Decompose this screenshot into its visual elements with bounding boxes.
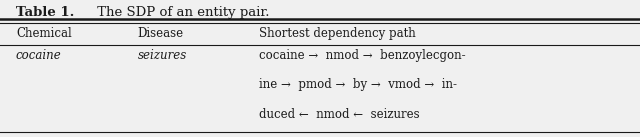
- Text: Disease: Disease: [138, 27, 184, 40]
- Text: seizures: seizures: [138, 49, 187, 62]
- Text: Shortest dependency path: Shortest dependency path: [259, 27, 416, 40]
- Text: The SDP of an entity pair.: The SDP of an entity pair.: [93, 6, 269, 19]
- Text: ine →  pmod →  by →  vmod →  in-: ine → pmod → by → vmod → in-: [259, 78, 457, 91]
- Text: Chemical: Chemical: [16, 27, 72, 40]
- Text: cocaine →  nmod →  benzoylecgon-: cocaine → nmod → benzoylecgon-: [259, 49, 466, 62]
- Text: duced ←  nmod ←  seizures: duced ← nmod ← seizures: [259, 108, 420, 121]
- Text: cocaine: cocaine: [16, 49, 61, 62]
- Text: Table 1.: Table 1.: [16, 6, 74, 19]
